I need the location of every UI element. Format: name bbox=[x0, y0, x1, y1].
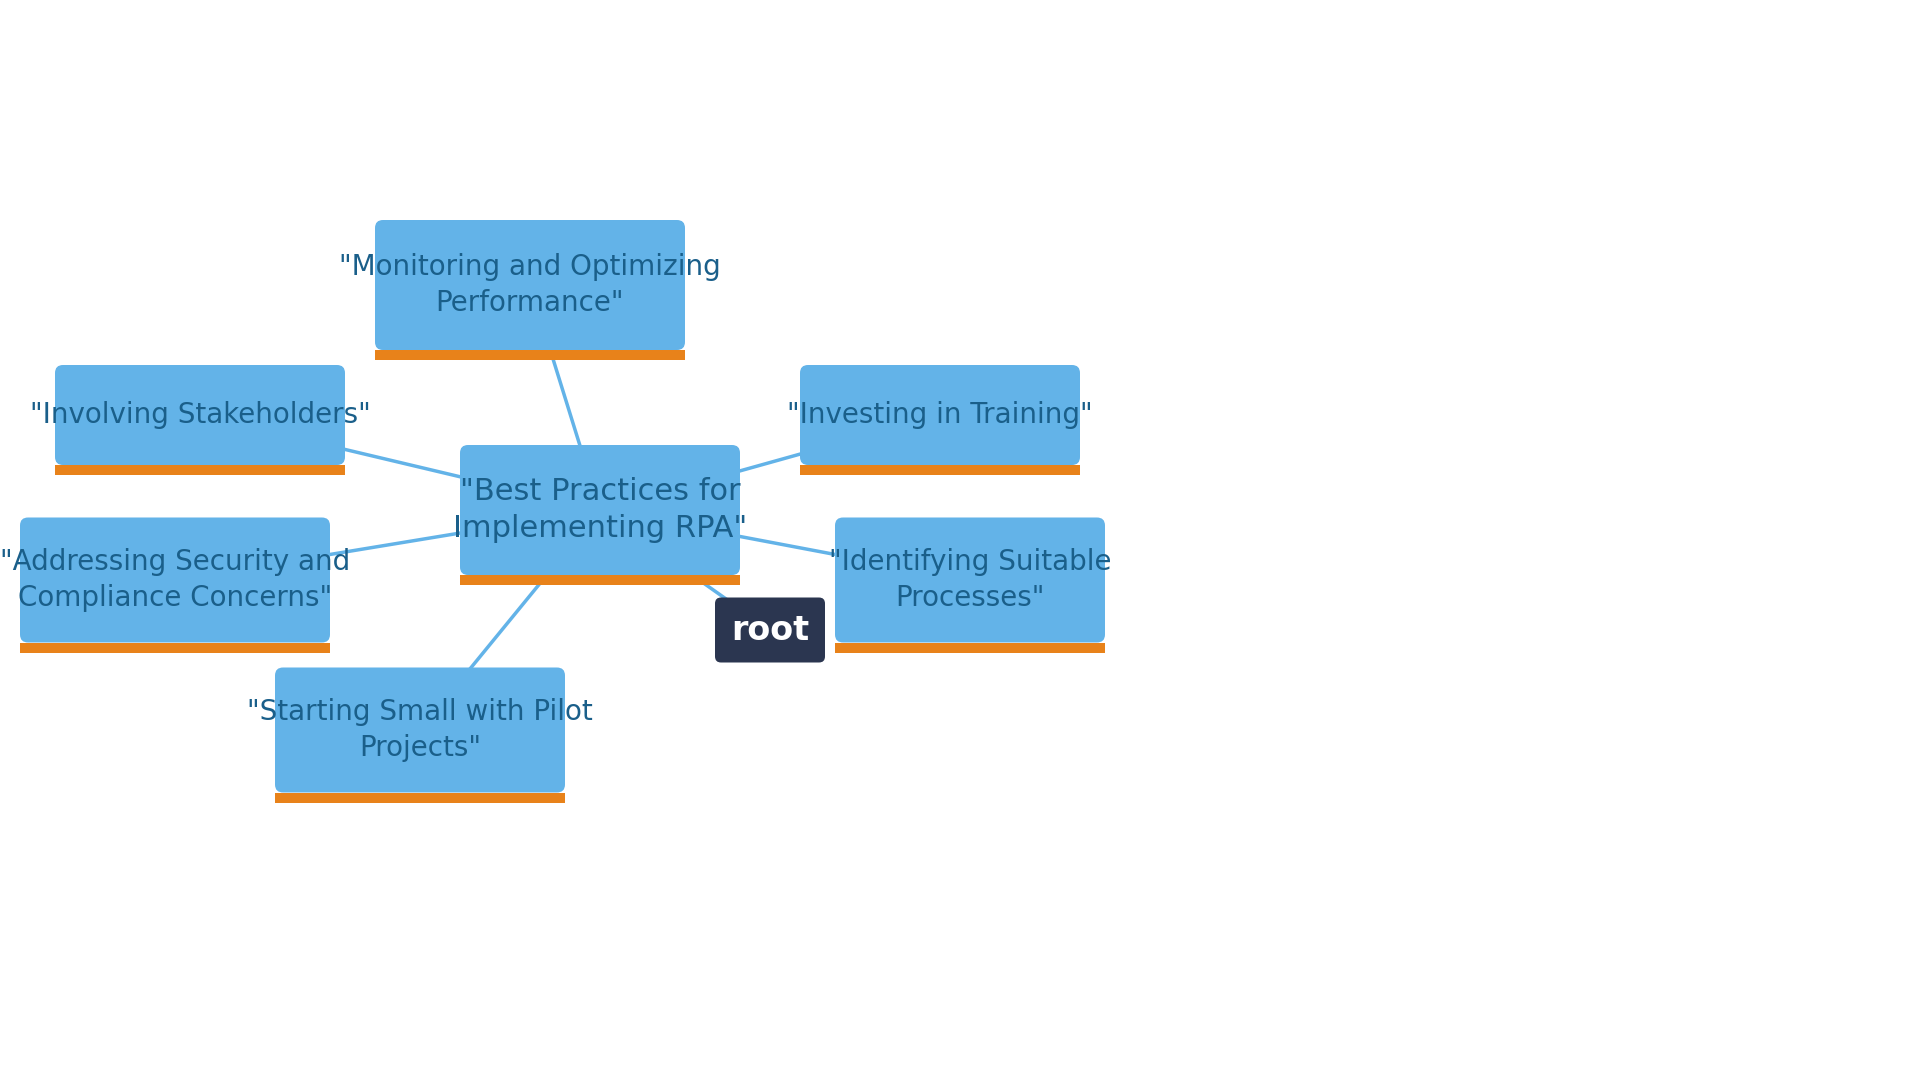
FancyBboxPatch shape bbox=[56, 365, 346, 465]
FancyBboxPatch shape bbox=[461, 445, 739, 575]
FancyBboxPatch shape bbox=[835, 517, 1106, 643]
FancyBboxPatch shape bbox=[19, 517, 330, 643]
Bar bbox=[56, 465, 346, 475]
Text: "Identifying Suitable
Processes": "Identifying Suitable Processes" bbox=[829, 549, 1112, 612]
Text: "Starting Small with Pilot
Projects": "Starting Small with Pilot Projects" bbox=[248, 698, 593, 761]
Bar bbox=[801, 465, 1079, 475]
FancyBboxPatch shape bbox=[374, 220, 685, 350]
FancyBboxPatch shape bbox=[714, 597, 826, 662]
Bar bbox=[275, 793, 564, 802]
Bar bbox=[461, 575, 739, 585]
Text: "Investing in Training": "Investing in Training" bbox=[787, 401, 1092, 429]
Bar bbox=[19, 643, 330, 652]
Text: "Monitoring and Optimizing
Performance": "Monitoring and Optimizing Performance" bbox=[340, 253, 720, 316]
Text: "Best Practices for
Implementing RPA": "Best Practices for Implementing RPA" bbox=[453, 477, 747, 543]
Text: "Addressing Security and
Compliance Concerns": "Addressing Security and Compliance Conc… bbox=[0, 549, 349, 612]
FancyBboxPatch shape bbox=[275, 667, 564, 793]
Text: root: root bbox=[732, 613, 808, 647]
Bar bbox=[835, 643, 1106, 652]
Text: "Involving Stakeholders": "Involving Stakeholders" bbox=[29, 401, 371, 429]
Bar bbox=[374, 350, 685, 360]
FancyBboxPatch shape bbox=[801, 365, 1079, 465]
